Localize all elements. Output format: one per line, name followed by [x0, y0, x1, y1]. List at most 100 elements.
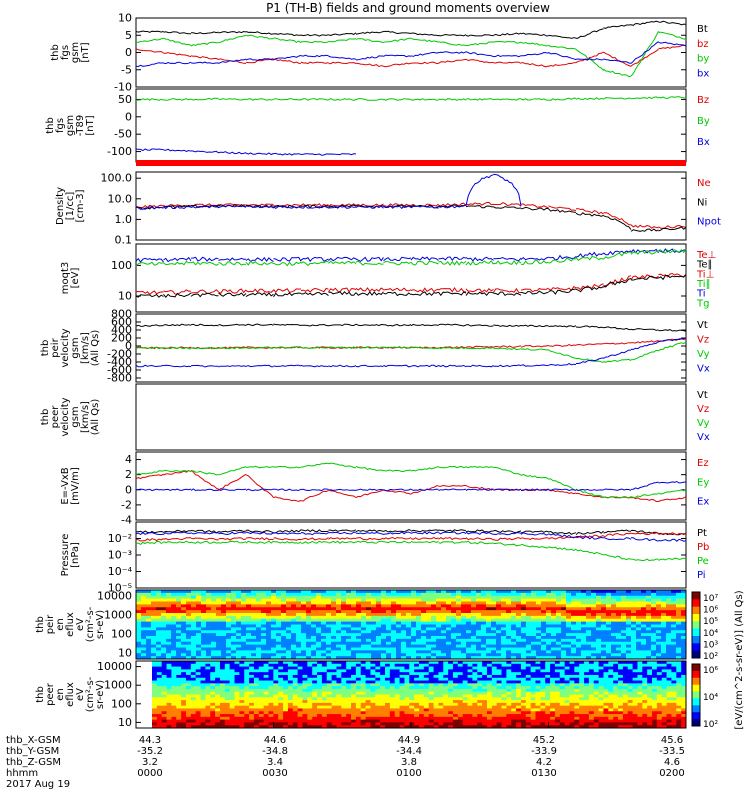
spec-cell: [546, 613, 552, 617]
spec-cell: [236, 610, 242, 614]
spec-cell: [312, 680, 318, 684]
spec-cell: [535, 683, 541, 687]
spec-cell: [253, 711, 260, 715]
spec-cell: [361, 613, 367, 617]
spec-cell: [401, 592, 407, 597]
spec-cell: [559, 714, 566, 718]
spec-cell: [366, 647, 372, 651]
spec-cell: [176, 644, 182, 648]
spec-cell: [156, 615, 162, 620]
spec-cell: [661, 598, 667, 602]
spec-cell: [346, 686, 352, 690]
spec-cell: [206, 633, 212, 637]
spec-cell: [297, 705, 303, 709]
spec-cell: [261, 633, 267, 637]
spec-cell: [574, 694, 580, 698]
spec-cell: [409, 686, 415, 690]
spec-cell: [576, 636, 582, 640]
spec-cell: [571, 607, 577, 611]
spec-cell: [341, 613, 347, 617]
spec-cell: [336, 610, 342, 614]
spec-cell: [626, 630, 632, 634]
spec-cell: [331, 694, 337, 698]
spec-cell: [386, 633, 392, 637]
spec-cell: [511, 644, 517, 648]
spec-cell: [195, 722, 201, 726]
spec-cell: [541, 638, 547, 643]
spec-cell: [491, 638, 497, 643]
spec-cell: [341, 716, 347, 721]
spec-cell: [396, 627, 402, 631]
spec-cell: [181, 618, 187, 623]
spec-cell: [457, 697, 464, 701]
spec-cell: [211, 650, 217, 654]
spec-cell: [571, 592, 577, 597]
spec-cell: [278, 688, 284, 693]
spec-cell: [361, 627, 367, 631]
spec-cell: [581, 604, 587, 608]
spec-cell: [601, 638, 607, 643]
spec-cell: [406, 592, 412, 597]
spec-cell: [506, 702, 512, 707]
panel-ylabel: [1/cc]: [65, 192, 76, 221]
spec-cell: [466, 633, 472, 637]
spec-cell: [261, 615, 267, 620]
spec-cell: [200, 661, 206, 665]
spec-cell: [511, 624, 517, 628]
spec-cell: [341, 661, 347, 665]
spec-cell: [550, 663, 556, 667]
spec-cell: [317, 691, 323, 695]
spec-cell: [666, 630, 672, 634]
spec-cell: [306, 656, 312, 660]
spec-cell: [536, 638, 542, 643]
legend-Ex: Ex: [697, 497, 709, 508]
spec-cell: [431, 641, 437, 646]
spec-cell: [496, 697, 502, 701]
spec-cell: [380, 697, 386, 701]
spec-cell: [251, 598, 257, 602]
spec-cell: [321, 661, 328, 665]
spec-cell: [531, 595, 537, 600]
spec-cell: [234, 666, 240, 670]
spec-cell: [551, 630, 557, 634]
spec-cell: [307, 672, 313, 676]
spec-cell: [601, 598, 607, 602]
spec-cell: [346, 700, 352, 704]
spec-cell: [190, 694, 197, 698]
spec-cell: [481, 610, 487, 614]
legend-Pb: Pb: [697, 542, 709, 553]
spec-cell: [601, 644, 607, 648]
spec-cell: [591, 638, 597, 643]
spec-cell: [426, 615, 432, 620]
spec-cell: [554, 663, 561, 667]
spec-cell: [591, 592, 597, 597]
spec-cell: [433, 711, 439, 715]
spec-cell: [244, 691, 250, 695]
spec-cell: [181, 714, 187, 718]
spec-cell: [416, 592, 422, 597]
spec-cell: [311, 615, 317, 620]
spec-cell: [616, 653, 622, 657]
spec-cell: [525, 677, 532, 681]
spec-cell: [205, 677, 211, 681]
spec-cell: [278, 663, 284, 667]
spec-cell: [370, 719, 376, 723]
spec-cell: [631, 604, 637, 608]
spec-cell: [569, 672, 575, 676]
spec-cell: [161, 621, 167, 625]
spec-cell: [601, 636, 607, 640]
spec-cell: [376, 638, 382, 643]
spec-cell: [312, 694, 318, 698]
spec-cell: [446, 618, 452, 623]
spec-cell: [421, 598, 427, 602]
spec-cell: [566, 595, 572, 600]
spec-cell: [385, 680, 391, 684]
spec-cell: [236, 624, 242, 628]
spec-cell: [266, 615, 272, 620]
spec-cell: [481, 607, 487, 611]
spec-cell: [443, 666, 449, 670]
spec-cell: [297, 661, 303, 665]
spec-cell: [564, 700, 570, 704]
spec-cell: [438, 725, 444, 729]
spec-cell: [506, 610, 512, 614]
